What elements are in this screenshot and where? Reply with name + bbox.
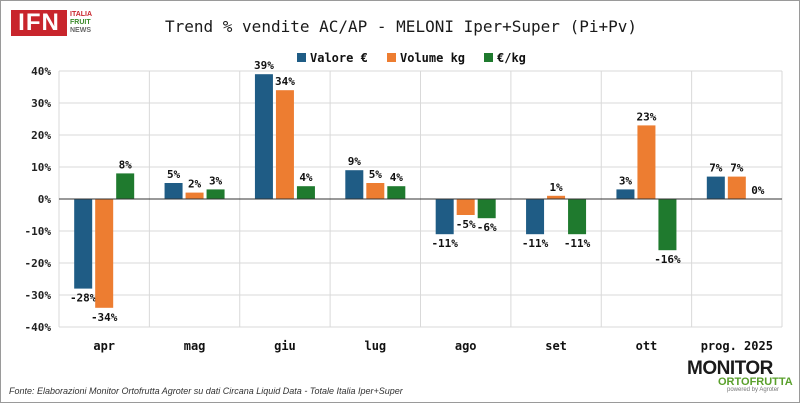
bar xyxy=(637,125,656,199)
data-label: -5% xyxy=(456,218,476,231)
x-tick-label: mag xyxy=(184,339,206,353)
x-tick-label: apr xyxy=(93,339,115,353)
bar xyxy=(435,199,454,235)
bar xyxy=(95,199,114,308)
data-label: 3% xyxy=(619,174,633,187)
legend-label: €/kg xyxy=(497,51,526,65)
bar xyxy=(706,176,725,199)
monitor-logo-main: MONITOR xyxy=(687,358,773,379)
data-label: 4% xyxy=(390,171,404,184)
monitor-logo-sub: ORTOFRUTTA xyxy=(718,376,793,388)
bar xyxy=(206,189,225,199)
bar xyxy=(74,199,93,289)
bar xyxy=(185,192,204,199)
data-label: 7% xyxy=(730,162,744,175)
x-tick-label: giu xyxy=(274,339,296,353)
data-label: -11% xyxy=(431,237,458,250)
data-label: -11% xyxy=(564,237,591,250)
ifn-logo-text: ITALIA FRUIT NEWS xyxy=(70,11,92,35)
data-label: 9% xyxy=(348,155,362,168)
bar xyxy=(164,183,183,199)
data-label: 8% xyxy=(119,158,133,171)
bar xyxy=(727,176,746,199)
y-tick-label: -10% xyxy=(25,225,52,238)
x-tick-label: lug xyxy=(364,339,386,353)
data-label: 23% xyxy=(637,110,657,123)
monitor-ortofrutta-logo: MONITOR ORTOFRUTTA powered by Agroter xyxy=(687,358,793,395)
data-label: 1% xyxy=(549,181,563,194)
bar xyxy=(254,74,273,199)
data-label: 3% xyxy=(209,174,223,187)
bar xyxy=(296,186,315,199)
data-label: 34% xyxy=(275,75,295,88)
legend-swatch xyxy=(484,53,493,62)
bar xyxy=(116,173,135,199)
data-label: 5% xyxy=(167,168,181,181)
bar xyxy=(275,90,294,199)
data-label: -6% xyxy=(477,221,497,234)
bar xyxy=(477,199,496,219)
bar xyxy=(658,199,677,251)
y-tick-label: 10% xyxy=(31,161,51,174)
data-label: 5% xyxy=(369,168,383,181)
legend-label: Volume kg xyxy=(400,51,465,65)
y-tick-label: 20% xyxy=(31,129,51,142)
data-label: 7% xyxy=(709,162,723,175)
data-label: 0% xyxy=(751,184,765,197)
chart-title: Trend % vendite AC/AP - MELONI Iper+Supe… xyxy=(164,17,637,36)
data-label: -28% xyxy=(70,292,97,305)
bar xyxy=(526,199,545,235)
y-tick-label: 0% xyxy=(38,193,52,206)
x-tick-label: ott xyxy=(636,339,658,353)
y-tick-label: -40% xyxy=(25,321,52,334)
y-tick-label: -30% xyxy=(25,289,52,302)
legend-label: Valore € xyxy=(310,51,368,65)
bar xyxy=(568,199,587,235)
data-label: -34% xyxy=(91,311,118,324)
italia-fruit-news-logo: IFN ITALIA FRUIT NEWS xyxy=(11,10,111,40)
bar xyxy=(616,189,635,199)
y-tick-label: 40% xyxy=(31,65,51,78)
data-label: -11% xyxy=(522,237,549,250)
x-tick-label: ago xyxy=(455,339,477,353)
bar xyxy=(366,183,385,199)
data-label: -16% xyxy=(654,253,681,266)
y-tick-label: 30% xyxy=(31,97,51,110)
bar xyxy=(387,186,406,199)
data-label: 4% xyxy=(299,171,313,184)
legend-swatch xyxy=(387,53,396,62)
x-tick-label: prog. 2025 xyxy=(701,339,773,353)
y-tick-label: -20% xyxy=(25,257,52,270)
ifn-logo-line1: ITALIA xyxy=(70,11,93,18)
data-label: 39% xyxy=(254,59,274,72)
data-label: 2% xyxy=(188,178,202,191)
legend-swatch xyxy=(297,53,306,62)
ifn-logo-mark: IFN xyxy=(11,10,67,36)
monitor-logo-by: powered by Agroter xyxy=(727,387,780,393)
bar xyxy=(456,199,475,215)
bar xyxy=(547,195,566,199)
ifn-logo-line3: NEWS xyxy=(70,27,91,34)
ifn-logo-line2: FRUIT xyxy=(70,19,91,26)
bar xyxy=(345,170,364,199)
source-note: Fonte: Elaborazioni Monitor Ortofrutta A… xyxy=(9,386,403,396)
x-tick-label: set xyxy=(545,339,567,353)
